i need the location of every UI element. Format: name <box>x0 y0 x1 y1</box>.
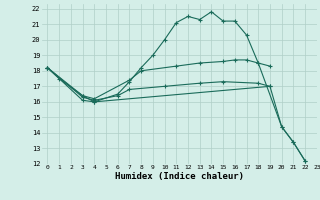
X-axis label: Humidex (Indice chaleur): Humidex (Indice chaleur) <box>115 172 244 181</box>
